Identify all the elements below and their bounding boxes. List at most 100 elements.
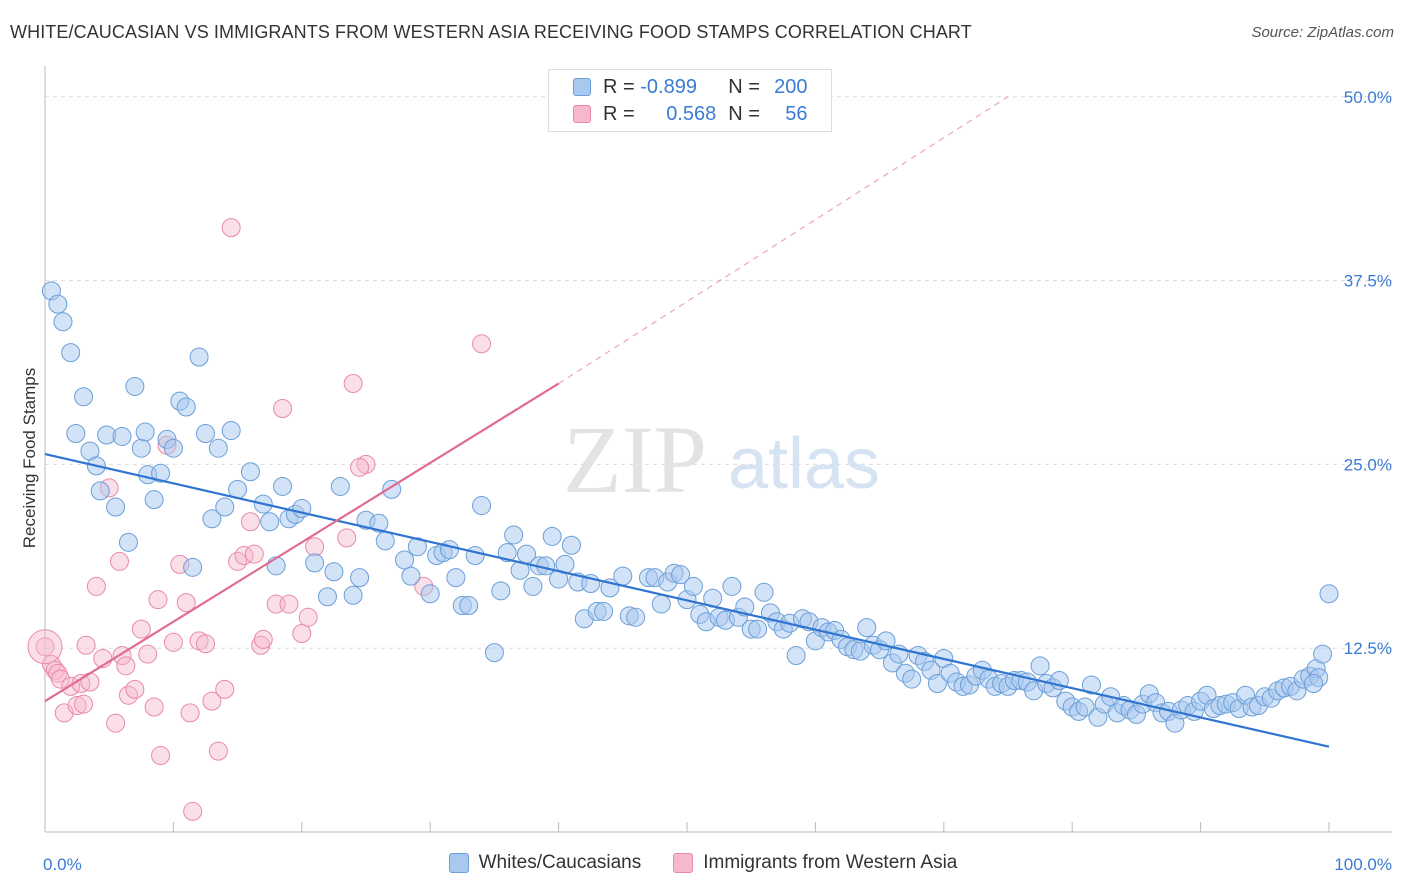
data-point <box>148 590 168 610</box>
trend-line-immigrants-extension <box>558 96 1009 385</box>
data-point <box>125 679 145 699</box>
watermark-atlas: atlas <box>728 424 880 504</box>
legend-r-value: -0.899 <box>640 75 697 98</box>
data-point <box>196 424 215 444</box>
data-point <box>266 556 286 576</box>
data-point <box>561 535 581 555</box>
data-point <box>244 544 264 564</box>
data-point <box>459 596 479 616</box>
data-point <box>292 623 312 643</box>
data-point <box>497 543 517 563</box>
data-point <box>651 594 671 614</box>
data-point <box>542 526 562 546</box>
data-point <box>183 557 203 577</box>
data-point <box>305 553 325 573</box>
data-point <box>80 672 100 692</box>
legend-item-whites[interactable]: Whites/Caucasians <box>448 852 641 874</box>
correlation-legend: R = -0.899 N = 200 R = 0.568 N = 56 <box>548 69 832 132</box>
legend-swatch-immigrants <box>573 105 591 123</box>
chart-title: WHITE/CAUCASIAN VS IMMIGRANTS FROM WESTE… <box>10 22 972 42</box>
data-point <box>144 490 164 510</box>
legend-n-label: N = <box>728 75 760 98</box>
data-point <box>61 343 81 363</box>
data-point <box>240 512 260 532</box>
data-point <box>260 512 280 532</box>
source-label: Source: ZipAtlas.com <box>1251 24 1394 41</box>
data-point <box>215 497 235 517</box>
data-point <box>401 566 421 586</box>
data-point <box>722 576 742 596</box>
data-point <box>183 801 203 821</box>
legend-swatch-immigrants <box>673 853 694 873</box>
y-tick-label: 37.5% <box>1344 272 1392 291</box>
data-point <box>594 601 614 621</box>
y-axis-label: Receiving Food Stamps <box>20 367 39 549</box>
data-point <box>298 607 318 627</box>
data-point <box>131 438 151 458</box>
data-point <box>131 619 151 639</box>
data-point <box>1304 673 1324 693</box>
series-immigrants-points <box>27 218 492 821</box>
data-point <box>465 546 485 566</box>
data-point <box>1030 656 1050 676</box>
data-point <box>74 694 94 714</box>
data-point <box>67 696 87 716</box>
legend-n-value: 56 <box>785 102 808 125</box>
legend-n-label: N = <box>728 102 760 125</box>
data-point <box>420 584 440 604</box>
data-point <box>350 457 370 477</box>
data-point <box>1081 675 1101 695</box>
data-point <box>27 629 63 665</box>
data-point <box>748 619 768 639</box>
data-point <box>215 679 235 699</box>
data-point <box>180 703 200 723</box>
data-point <box>671 565 691 585</box>
legend-row-whites: R = -0.899 N = 200 <box>573 74 808 100</box>
data-point <box>446 568 466 588</box>
data-point <box>163 438 183 458</box>
y-tick-label: 50.0% <box>1344 88 1392 107</box>
watermark-zip: ZIP <box>563 406 707 513</box>
y-tick-label: 12.5% <box>1344 639 1392 658</box>
data-point <box>151 746 171 766</box>
data-point <box>375 531 395 551</box>
data-point <box>202 691 222 711</box>
x-tick-label: 100.0% <box>1334 855 1392 874</box>
data-point <box>273 476 293 496</box>
data-point <box>176 593 196 613</box>
data-point <box>350 568 370 588</box>
data-point <box>472 496 492 516</box>
data-point <box>90 481 110 501</box>
legend-r-label: R = <box>603 75 635 98</box>
data-point <box>125 376 145 396</box>
data-point <box>484 643 504 663</box>
data-point <box>116 656 136 676</box>
trend-line-immigrants <box>44 382 560 703</box>
tick-labels: 12.5% 25.0% 37.5% 50.0% 0.0% 100.0% <box>43 88 1392 874</box>
data-point <box>74 387 94 407</box>
data-point <box>112 426 132 446</box>
data-point <box>109 551 129 571</box>
trend-lines <box>44 96 1330 748</box>
data-point <box>330 476 350 496</box>
data-point <box>626 607 646 627</box>
data-point <box>1313 644 1333 664</box>
data-point <box>927 673 947 693</box>
data-point <box>135 422 155 442</box>
legend-swatch-whites <box>573 78 591 96</box>
data-point <box>754 582 774 602</box>
data-point <box>343 374 363 394</box>
legend-r-label: R = <box>603 102 635 125</box>
data-point <box>504 525 524 545</box>
data-point <box>208 438 228 458</box>
data-point <box>138 644 158 664</box>
trend-line-whites <box>44 453 1330 748</box>
data-point <box>151 463 171 483</box>
legend-item-immigrants[interactable]: Immigrants from Western Asia <box>673 852 957 874</box>
data-point <box>45 660 65 680</box>
data-point <box>857 618 877 638</box>
data-point <box>369 513 389 533</box>
data-point <box>208 741 228 761</box>
data-point <box>202 509 222 529</box>
data-point <box>613 566 633 586</box>
